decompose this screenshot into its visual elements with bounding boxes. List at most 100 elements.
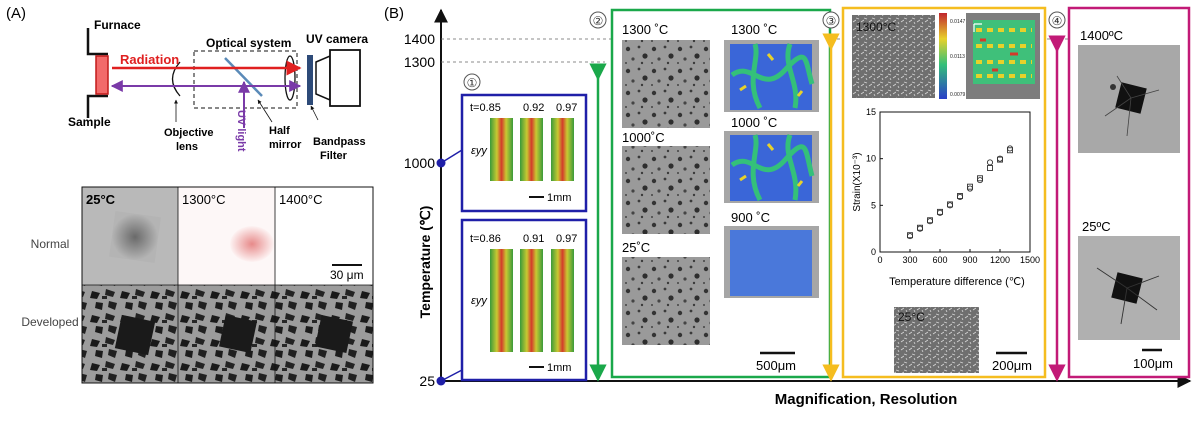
scatter-x-tick-label: 900 <box>962 255 977 265</box>
scatter-x-tick-label: 600 <box>932 255 947 265</box>
right-temp-1000: 1000 ˚C <box>731 115 777 130</box>
strain-band <box>730 134 815 202</box>
scatter-x-tick-label: 300 <box>902 255 917 265</box>
scatter-point-circle <box>936 209 944 216</box>
t-value-bottom-1: t=0.86 <box>470 233 501 245</box>
strain-colorbar <box>939 13 947 99</box>
strain-overlay-900 <box>730 230 812 296</box>
scatter-y-tick-label: 15 <box>866 107 876 117</box>
scatter-point-circle <box>1006 145 1014 152</box>
optical-system-label: Optical system <box>206 36 291 50</box>
strain-band <box>980 38 1018 72</box>
sample-block <box>95 55 109 95</box>
micrograph-1300 <box>622 40 710 128</box>
optical-setup-schematic: Furnace Sample Optical system UV camera <box>68 18 368 162</box>
half-mirror-pointer <box>257 99 273 123</box>
objective-lens-label-2: lens <box>176 141 198 153</box>
scatter-point-circle <box>976 177 984 184</box>
half-mirror-label-2: mirror <box>269 139 302 151</box>
top-temp-label: 1300°C <box>856 20 896 34</box>
scatter-x-label: Temperature difference (℃) <box>889 276 1025 288</box>
y-tick-1400: 1400 <box>404 31 435 47</box>
glow-spot <box>230 226 274 262</box>
section-4: ④ 1400ºC 25ºC 100μm <box>1048 6 1191 379</box>
scatter-y-tick-label: 5 <box>871 200 876 210</box>
section-1-number: ① <box>467 76 478 90</box>
temperature-axis-label: Temperature (℃) <box>417 206 433 319</box>
scatter-point-square <box>987 165 993 171</box>
right-temp-1300: 1300 ˚C <box>731 22 777 37</box>
scale-bar-3-label: 200μm <box>992 358 1032 373</box>
section-2-number: ② <box>593 14 604 28</box>
scale-bar-1-bottom-label: 1mm <box>547 362 571 374</box>
scale-bar-2-label: 500μm <box>756 358 796 373</box>
section-4-number: ④ <box>1052 14 1063 28</box>
strain-map <box>551 249 574 352</box>
col-label-1400c: 1400°C <box>279 192 323 207</box>
y-tick-1300: 1300 <box>404 54 435 70</box>
filter-pointer <box>310 105 319 121</box>
colorbar-tick-mid: 0.0113 <box>950 54 965 60</box>
scatter-point-circle <box>986 159 994 166</box>
section-2-number-circle <box>589 11 607 29</box>
section-1: ① t=0.85 0.92 0.97 εyy 1mm t=0.86 0.91 0… <box>460 73 588 382</box>
micrograph-1300-fine <box>852 15 935 98</box>
scale-bar-1-top-label: 1mm <box>547 192 571 204</box>
right-temp-900: 900 ˚C <box>731 210 770 225</box>
strain-band <box>730 43 815 110</box>
crack-lines <box>1104 75 1160 137</box>
row-label-developed: Developed <box>21 315 78 329</box>
strain-scatter-plot: Strain(X10⁻³) Temperature difference (℃)… <box>852 107 1040 288</box>
scatter-point-square <box>977 175 983 182</box>
bandpass-label-1: Bandpass <box>313 136 366 148</box>
micrograph-25 <box>622 257 710 345</box>
furnace-label: Furnace <box>94 18 141 32</box>
col-label-25c: 25°C <box>86 192 116 207</box>
scatter-y-label: Strain(X10⁻³) <box>852 152 863 211</box>
relay-lens-shape <box>284 55 296 101</box>
scatter-point-square <box>1007 147 1013 154</box>
left-temp-1000: 1000˚C <box>622 130 665 145</box>
t-value-bottom-3: 0.97 <box>556 233 577 245</box>
pore <box>1110 84 1116 90</box>
bottom-temp-label: 25°C <box>898 310 925 324</box>
strain-band <box>739 143 804 187</box>
panel-b: (B) Temperature (℃) Magnification, Resol… <box>384 5 1192 408</box>
scale-bar-4-label: 100μm <box>1133 356 1173 371</box>
y-tick-1000: 1000 <box>404 155 435 171</box>
scatter-point-circle <box>916 225 924 232</box>
strain-map <box>490 249 513 352</box>
scatter-y-tick-label: 10 <box>866 154 876 164</box>
strain-label-top: εyy <box>471 145 488 157</box>
scatter-point-circle <box>906 233 914 240</box>
micrograph-25-fine <box>894 307 979 373</box>
row-label-normal: Normal <box>31 237 70 251</box>
furnace-wall <box>86 28 108 118</box>
bandpass-filter-shape <box>307 55 313 105</box>
strain-label-bottom: εyy <box>471 295 488 307</box>
strain-map <box>520 118 543 181</box>
t-value-top-2: 0.92 <box>523 102 544 114</box>
image-normal-1400c <box>275 187 373 285</box>
panel-a: (A) Furnace Sample Optical system <box>6 5 374 384</box>
t-value-top-3: 0.97 <box>556 102 577 114</box>
section-3-number: ③ <box>826 14 837 28</box>
colorbar-tick-max: 0.0147 <box>950 19 966 25</box>
temp-label-1400: 1400ºC <box>1080 28 1123 43</box>
micrograph-1000 <box>622 146 710 234</box>
bandpass-label-2: Filter <box>320 150 348 162</box>
connector-25 <box>440 369 463 382</box>
t-value-top-1: t=0.85 <box>470 102 501 114</box>
strain-band <box>976 28 1032 78</box>
left-temp-1300: 1300 ˚C <box>622 22 668 37</box>
scatter-plot-area <box>879 111 1031 253</box>
uv-camera-icon <box>315 49 361 107</box>
axis-glyph <box>973 23 982 32</box>
scatter-point-circle <box>966 185 974 192</box>
scatter-point-circle <box>996 155 1004 162</box>
scatter-point-circle <box>926 218 934 225</box>
indent-spot <box>109 211 161 263</box>
section-2: ② 1300 ˚C 1000˚C 25˚C 1300 ˚C 1000 ˚C 90… <box>589 8 832 379</box>
connector-1000 <box>440 149 463 164</box>
optical-system-box <box>193 50 298 109</box>
